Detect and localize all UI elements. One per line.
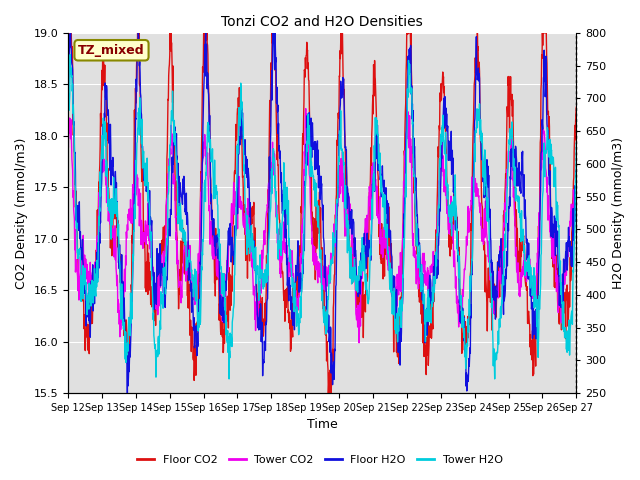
Legend: Floor CO2, Tower CO2, Floor H2O, Tower H2O: Floor CO2, Tower CO2, Floor H2O, Tower H…: [133, 451, 507, 469]
Y-axis label: CO2 Density (mmol/m3): CO2 Density (mmol/m3): [15, 137, 28, 289]
Text: TZ_mixed: TZ_mixed: [78, 44, 145, 57]
X-axis label: Time: Time: [307, 419, 337, 432]
Bar: [68, 84, 576, 187]
Title: Tonzi CO2 and H2O Densities: Tonzi CO2 and H2O Densities: [221, 15, 423, 29]
Y-axis label: H2O Density (mmol/m3): H2O Density (mmol/m3): [612, 137, 625, 289]
